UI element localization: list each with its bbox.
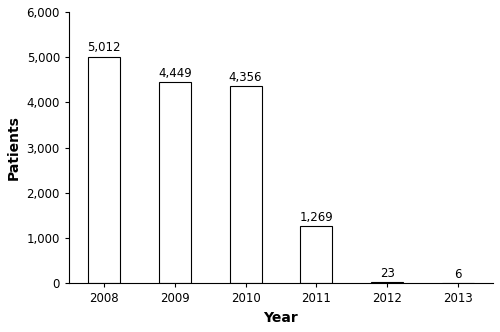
Bar: [88, 57, 120, 284]
Text: 1,269: 1,269: [300, 211, 333, 224]
Y-axis label: Patients: Patients: [7, 115, 21, 180]
Bar: [371, 283, 403, 284]
Text: 4,356: 4,356: [229, 71, 262, 84]
X-axis label: Year: Year: [264, 311, 298, 325]
Bar: [230, 86, 262, 284]
Bar: [159, 82, 191, 284]
Text: 5,012: 5,012: [88, 42, 121, 54]
Text: 4,449: 4,449: [158, 67, 192, 80]
Bar: [300, 226, 332, 284]
Text: 23: 23: [380, 267, 394, 280]
Text: 6: 6: [454, 268, 462, 281]
